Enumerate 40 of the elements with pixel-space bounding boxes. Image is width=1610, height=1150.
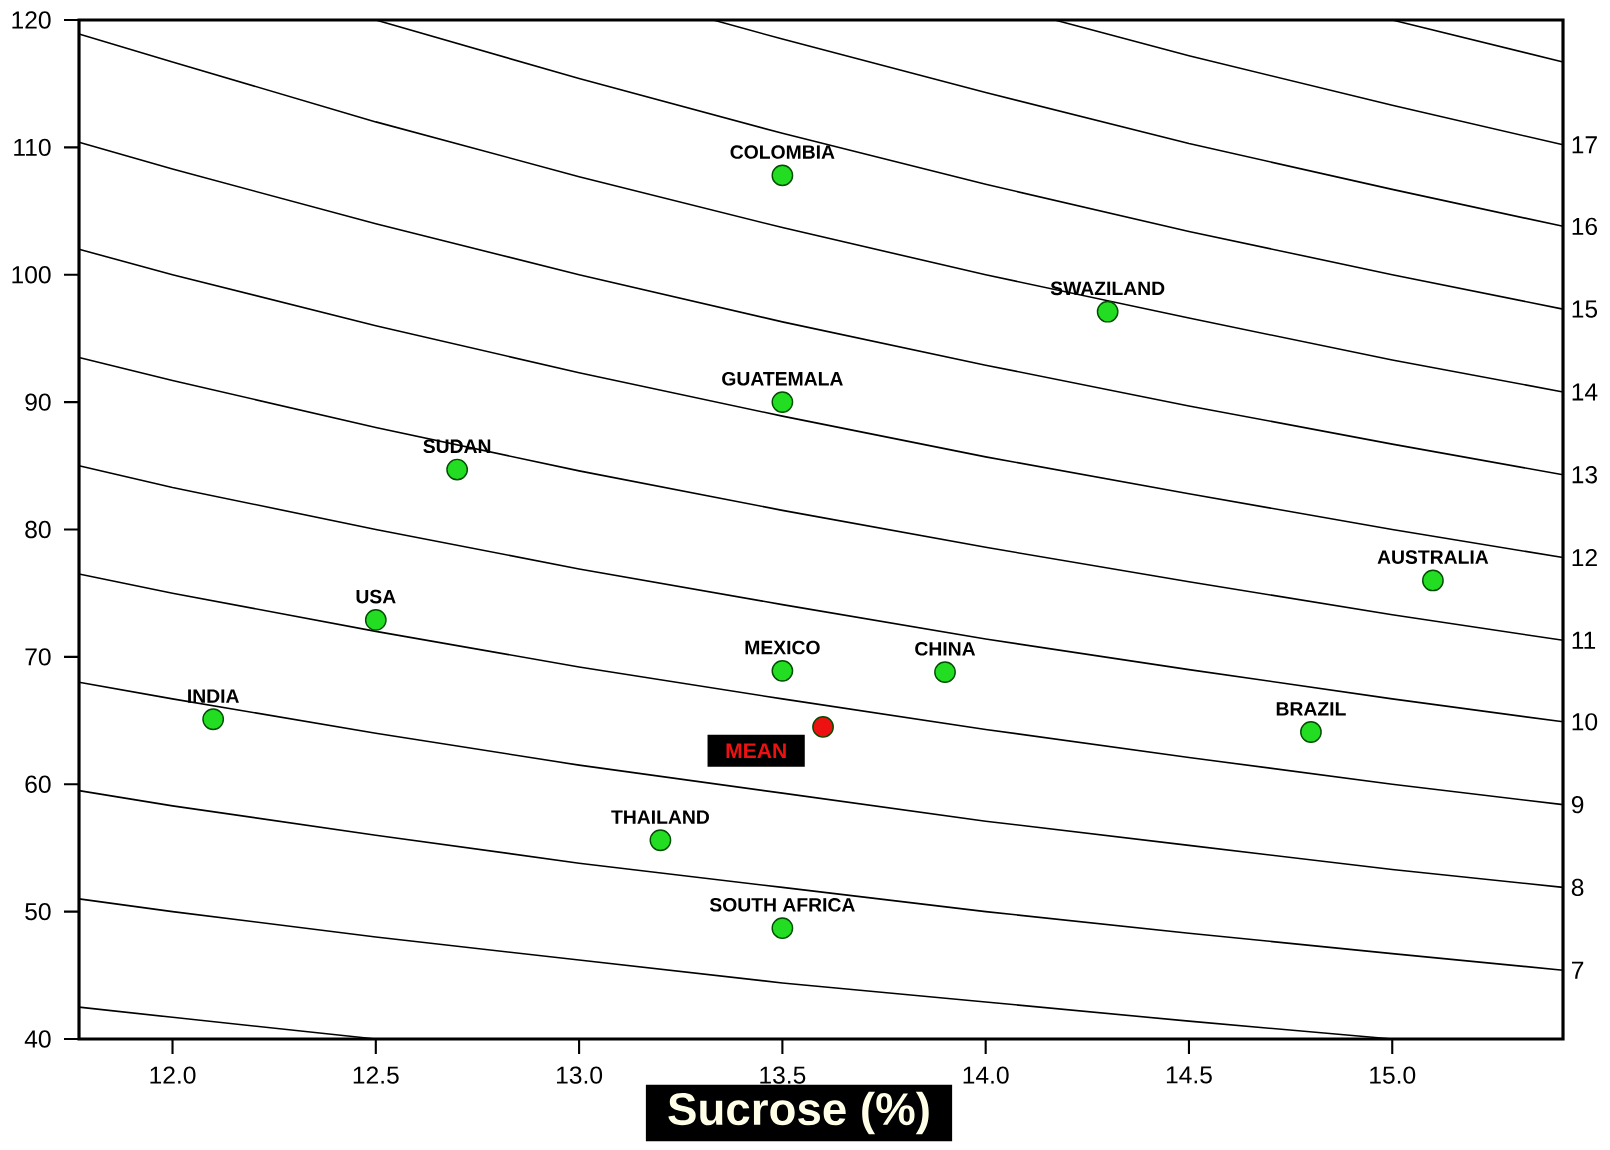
y-tick-label: 80 xyxy=(25,520,51,539)
series-label: 8 xyxy=(1571,878,1584,897)
annotation: CHINA xyxy=(915,641,976,656)
y-tick-label: 100 xyxy=(12,266,51,284)
annotation: USA xyxy=(356,589,396,604)
x-tick-label: 13.0 xyxy=(557,1066,603,1084)
x-tick-label: 14.5 xyxy=(1166,1066,1212,1084)
x-tick-label: 14.0 xyxy=(963,1066,1009,1084)
series-label: 10 xyxy=(1572,713,1598,731)
x-tick-label: 12.5 xyxy=(353,1066,399,1084)
series-label: 11 xyxy=(1572,631,1596,649)
y-tick-label: 50 xyxy=(25,902,51,921)
series-label: 15 xyxy=(1572,300,1598,318)
annotation: GUATEMALA xyxy=(722,371,843,386)
series-label: 9 xyxy=(1571,795,1584,814)
annotation: SWAZILAND xyxy=(1050,281,1165,296)
y-tick-label: 120 xyxy=(12,11,51,29)
annotation: INDIA xyxy=(188,689,239,703)
y-tick-label: 70 xyxy=(25,648,51,666)
y-tick-label: 90 xyxy=(25,393,51,411)
x-tick-label: 15.0 xyxy=(1370,1066,1416,1084)
annotation: COLOMBIA xyxy=(730,145,835,159)
annotation: BRAZIL xyxy=(1276,702,1346,716)
series-label: 7 xyxy=(1572,961,1584,979)
y-tick-label: 60 xyxy=(25,775,51,793)
x-tick-label: 12.0 xyxy=(150,1066,196,1084)
x-tick-label: 13.5 xyxy=(760,1066,806,1084)
y-tick-label: 110 xyxy=(14,138,51,157)
series-label: 14 xyxy=(1572,383,1598,401)
x-axis-title: Sucrose (%) xyxy=(668,1091,929,1135)
series-label: 12 xyxy=(1572,548,1597,567)
series-label: MEAN xyxy=(726,743,786,758)
annotation: THAILAND xyxy=(611,810,710,824)
series-label: 13 xyxy=(1572,466,1597,484)
series-label: 17 xyxy=(1572,136,1597,154)
annotation: MEXICO xyxy=(745,640,820,655)
y-tick-label: 40 xyxy=(24,1030,51,1048)
annotation: AUSTRALIA xyxy=(1377,550,1489,564)
annotation: SOUTH AFRICA xyxy=(709,897,855,912)
series-label: 16 xyxy=(1572,217,1597,236)
